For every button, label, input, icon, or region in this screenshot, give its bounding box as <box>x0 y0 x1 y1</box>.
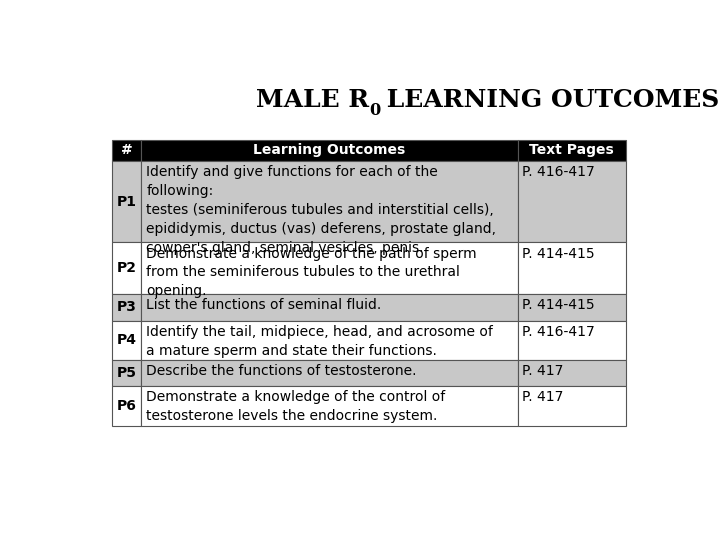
Bar <box>518 321 626 360</box>
Text: Identify and give functions for each of the
following:
testes (seminiferous tubu: Identify and give functions for each of … <box>146 165 496 255</box>
Text: LEARNING OUTCOMES: LEARNING OUTCOMES <box>379 88 720 112</box>
Text: P6: P6 <box>117 399 136 413</box>
Text: P4: P4 <box>117 333 136 347</box>
Text: P. 417: P. 417 <box>522 390 564 404</box>
Text: Demonstrate a knowledge of the path of sperm
from the seminiferous tubules to th: Demonstrate a knowledge of the path of s… <box>146 246 477 299</box>
Text: P. 416-417: P. 416-417 <box>522 165 595 179</box>
Text: 0: 0 <box>369 102 380 119</box>
Text: P. 416-417: P. 416-417 <box>522 325 595 339</box>
Text: P. 414-415: P. 414-415 <box>522 299 595 313</box>
Text: Text Pages: Text Pages <box>529 144 614 158</box>
Text: #: # <box>120 144 132 158</box>
Bar <box>140 242 518 294</box>
Text: P2: P2 <box>117 261 136 275</box>
Bar <box>518 242 626 294</box>
Text: Demonstrate a knowledge of the control of
testosterone levels the endocrine syst: Demonstrate a knowledge of the control o… <box>146 390 446 423</box>
Bar <box>518 360 626 386</box>
Bar <box>518 140 626 161</box>
Text: List the functions of seminal fluid.: List the functions of seminal fluid. <box>146 299 382 313</box>
Bar <box>140 140 518 161</box>
Bar <box>112 360 140 386</box>
Bar <box>112 161 140 242</box>
Text: P. 414-415: P. 414-415 <box>522 246 595 260</box>
Bar <box>518 294 626 321</box>
Bar <box>112 242 140 294</box>
Text: P. 417: P. 417 <box>522 364 564 378</box>
Bar <box>140 386 518 426</box>
Bar <box>140 360 518 386</box>
Bar <box>112 386 140 426</box>
Bar <box>518 161 626 242</box>
Bar <box>112 140 140 161</box>
Text: P3: P3 <box>117 300 136 314</box>
Bar <box>140 321 518 360</box>
Text: Describe the functions of testosterone.: Describe the functions of testosterone. <box>146 364 417 378</box>
Bar <box>112 294 140 321</box>
Bar <box>140 161 518 242</box>
Bar <box>518 386 626 426</box>
Text: MALE R: MALE R <box>256 88 369 112</box>
Bar <box>140 294 518 321</box>
Text: Learning Outcomes: Learning Outcomes <box>253 144 405 158</box>
Text: P5: P5 <box>117 366 136 380</box>
Bar <box>112 321 140 360</box>
Text: P1: P1 <box>117 195 136 209</box>
Text: Identify the tail, midpiece, head, and acrosome of
a mature sperm and state thei: Identify the tail, midpiece, head, and a… <box>146 325 493 357</box>
